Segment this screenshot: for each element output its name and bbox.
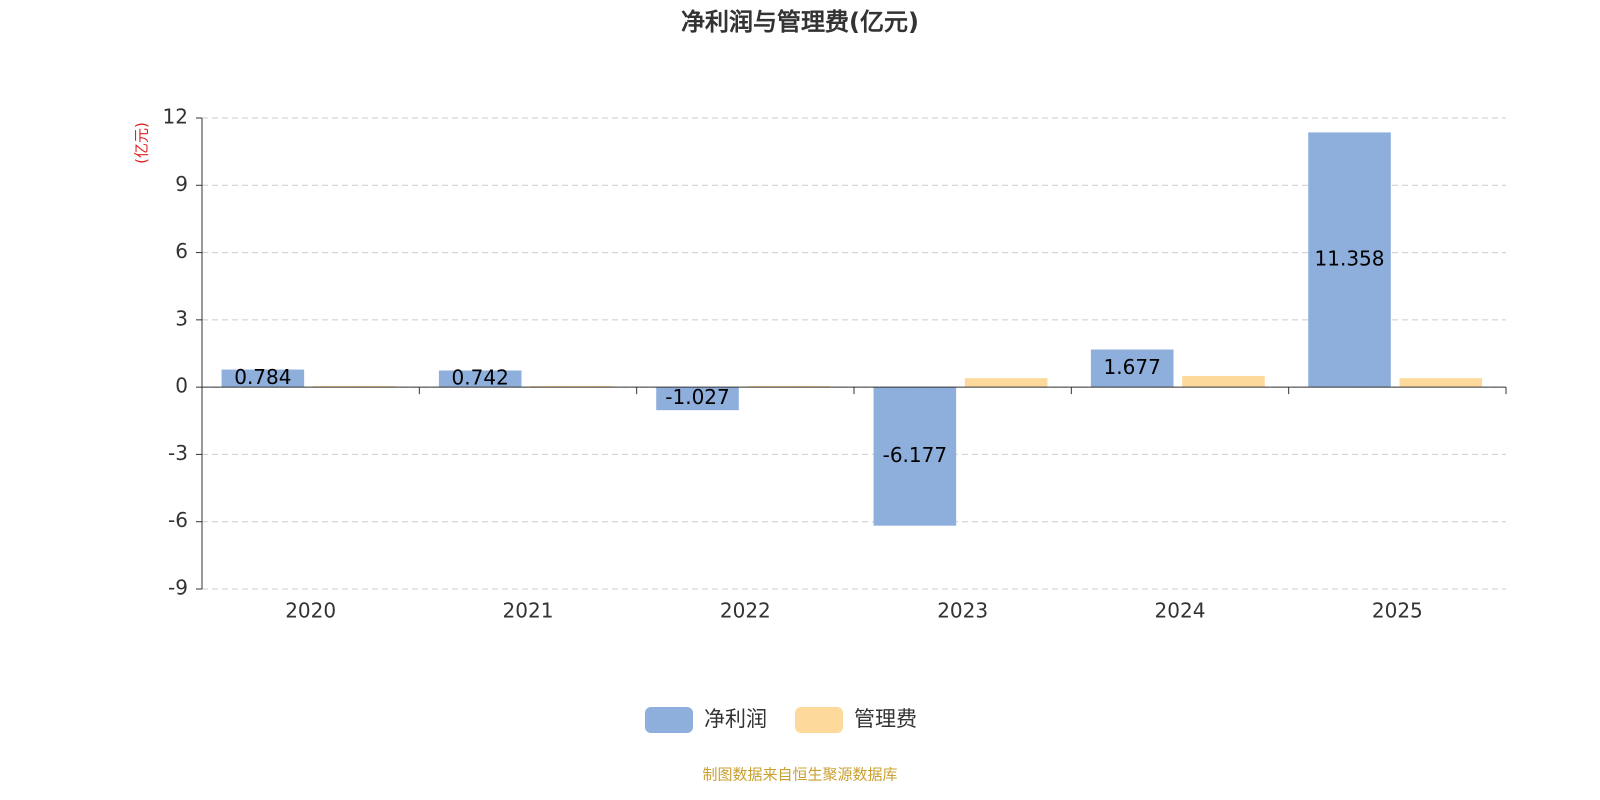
bar: [221, 369, 305, 388]
data-label: 11.358: [1315, 246, 1385, 270]
legend-swatch: [795, 707, 843, 733]
bar: [1308, 132, 1391, 388]
y-axis-label: (亿元): [133, 122, 151, 164]
y-tick-label: -3: [168, 441, 188, 465]
data-label: 0.784: [234, 365, 291, 389]
y-tick-label: 0: [175, 374, 188, 398]
x-tick-label: 2023: [937, 599, 988, 623]
source-note: 制图数据来自恒生聚源数据库: [702, 766, 897, 784]
x-tick-label: 2024: [1155, 599, 1206, 623]
x-tick-label: 2021: [503, 599, 554, 623]
legend-label: 管理费: [854, 707, 917, 731]
bar: [438, 370, 522, 388]
y-tick-label: 3: [175, 306, 188, 330]
bar: [873, 387, 957, 526]
y-tick-label: 12: [163, 105, 188, 129]
y-tick-label: 6: [175, 239, 188, 263]
x-tick-label: 2020: [285, 599, 336, 623]
bar: [964, 378, 1048, 388]
bar: [530, 386, 613, 388]
y-tick-label: -6: [168, 508, 188, 532]
bar: [1090, 349, 1174, 388]
data-label: -1.027: [665, 385, 729, 409]
data-label: -6.177: [883, 443, 947, 467]
x-tick-label: 2022: [720, 599, 771, 623]
bar: [1182, 375, 1265, 388]
legend-label: 净利润: [704, 707, 767, 731]
bar: [747, 386, 831, 388]
bar: [656, 387, 739, 411]
data-label: 0.742: [452, 365, 509, 389]
bar: [312, 386, 396, 388]
legend-swatch: [645, 707, 693, 733]
y-tick-label: 9: [175, 172, 188, 196]
chart-title: 净利润与管理费(亿元): [681, 8, 919, 36]
data-label: 1.677: [1104, 355, 1161, 379]
bar: [1399, 378, 1483, 388]
y-tick-label: -9: [168, 576, 188, 600]
x-tick-label: 2025: [1372, 599, 1423, 623]
